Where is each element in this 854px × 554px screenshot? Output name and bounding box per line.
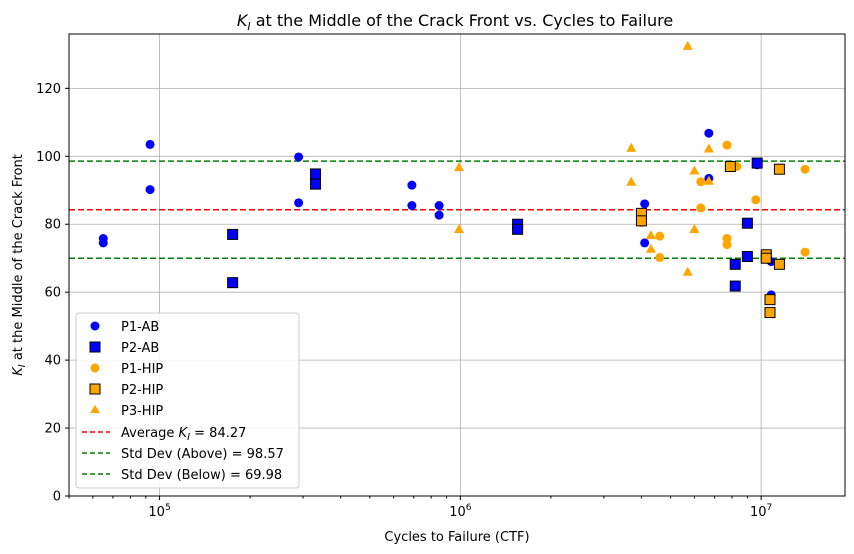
data-point-p3-hip: [682, 40, 693, 50]
data-point-p1-ab: [294, 152, 304, 162]
legend-label-p1-hip: P1-HIP: [121, 362, 163, 377]
data-point-p1-ab: [434, 210, 444, 220]
data-point-p1-hip: [722, 240, 732, 250]
data-point-p2-hip: [773, 258, 785, 270]
data-point-p2-ab: [729, 280, 741, 292]
data-point-p2-ab: [741, 251, 753, 263]
legend-label-std-above: Std Dev (Above) = 98.57: [121, 447, 284, 462]
data-point-p3-hip: [645, 243, 656, 253]
y-axis-ticks: 0 20 40 60 80 100 120: [36, 82, 69, 505]
legend-marker-p3-hip: [90, 405, 100, 413]
x-tick-label: 106: [449, 503, 472, 520]
data-point-p2-hip: [764, 307, 776, 319]
data-point-p1-hip: [655, 253, 665, 263]
data-point-p3-hip: [682, 266, 693, 276]
data-point-p2-hip: [773, 163, 785, 175]
legend-label-p2-ab: P2-AB: [121, 341, 159, 356]
y-tick-label: 120: [36, 82, 61, 97]
legend-label-average: Average KI = 84.27: [121, 426, 246, 443]
data-point-p3-hip: [689, 165, 700, 175]
legend: P1-AB P2-AB P1-HIP P2-HIP P3-HIP Average…: [75, 312, 300, 489]
data-point-p1-hip: [655, 231, 665, 241]
y-axis-title: KI at the Middle of the Crack Front: [11, 154, 28, 376]
data-point-p3-hip: [626, 142, 637, 152]
data-point-p1-hip: [696, 177, 706, 187]
data-point-p3-hip: [454, 162, 465, 172]
x-axis-ticks: 105 106 107: [68, 496, 772, 520]
data-point-p1-ab: [434, 201, 444, 211]
data-point-p1-ab: [145, 185, 155, 195]
data-point-p3-hip: [703, 175, 714, 185]
data-point-p1-hip: [696, 203, 706, 213]
data-point-p1-hip: [722, 140, 732, 150]
data-point-p2-hip: [724, 160, 736, 172]
data-point-p1-ab: [640, 238, 650, 248]
data-point-p3-hip: [689, 223, 700, 233]
chart-title: KI at the Middle of the Crack Front vs. …: [237, 11, 673, 33]
data-point-p2-hip: [760, 252, 772, 264]
data-point-p2-ab: [310, 168, 322, 180]
legend-marker-p1-ab: [90, 321, 100, 331]
plot-area-frame: [68, 33, 846, 497]
data-point-p2-ab: [741, 217, 753, 229]
data-point-p2-ab: [512, 223, 524, 235]
y-tick-label: 80: [44, 218, 61, 233]
legend-box: [75, 312, 300, 489]
data-point-p1-ab: [407, 180, 417, 190]
data-point-p2-ab: [310, 178, 322, 190]
data-point-p1-hip: [800, 247, 810, 257]
data-point-p1-hip: [800, 164, 810, 174]
data-point-p2-hip: [635, 215, 647, 227]
y-tick-label: 0: [53, 490, 61, 505]
data-point-p1-ab: [294, 198, 304, 208]
data-point-p1-ab: [407, 201, 417, 211]
data-point-p1-ab: [640, 199, 650, 209]
legend-marker-p2-hip: [89, 383, 101, 395]
data-markers: [98, 40, 810, 319]
y-tick-label: 20: [44, 422, 61, 437]
data-point-p1-ab: [145, 139, 155, 149]
legend-label-p3-hip: P3-HIP: [121, 404, 163, 419]
legend-label-std-below: Std Dev (Below) = 69.98: [121, 468, 282, 483]
data-point-p2-ab: [729, 258, 741, 270]
x-tick-label: 107: [750, 503, 772, 520]
x-tick-label: 105: [148, 503, 170, 520]
data-point-p2-hip: [764, 294, 776, 306]
data-point-p3-hip: [703, 143, 714, 153]
y-tick-label: 100: [36, 150, 61, 165]
data-point-p3-hip: [454, 223, 465, 233]
y-tick-label: 40: [44, 354, 61, 369]
legend-marker-p2-ab: [89, 341, 101, 353]
data-point-p1-ab: [98, 234, 108, 244]
legend-label-p2-hip: P2-HIP: [121, 383, 163, 398]
legend-label-p1-ab: P1-AB: [121, 320, 159, 335]
data-point-p2-ab: [751, 157, 763, 169]
data-point-p3-hip: [645, 230, 656, 240]
data-point-p1-ab: [704, 128, 714, 138]
y-tick-label: 60: [44, 286, 61, 301]
data-point-p1-hip: [751, 195, 761, 205]
data-point-p2-ab: [227, 228, 239, 240]
reference-lines: [69, 160, 845, 260]
data-point-p3-hip: [626, 176, 637, 186]
data-point-p2-ab: [227, 277, 239, 289]
x-axis-title: Cycles to Failure (CTF): [384, 530, 529, 545]
legend-marker-p1-hip: [90, 363, 100, 373]
